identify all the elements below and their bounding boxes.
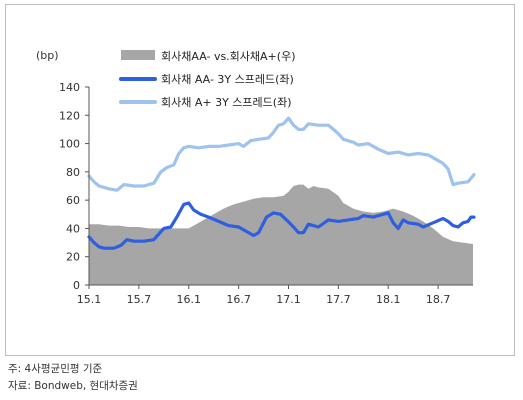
series-line-aa-minus (87, 201, 476, 250)
axes (88, 87, 473, 286)
y-tick-label: 60 (66, 194, 80, 207)
x-tick-label: 17.1 (276, 293, 301, 306)
y-tick-label: 80 (66, 166, 80, 179)
area-series (89, 184, 473, 285)
x-tick-label: 15.1 (77, 293, 102, 306)
x-tick-label: 16.1 (176, 293, 201, 306)
legend-swatch-area (121, 50, 155, 60)
y-tick-label: 100 (59, 138, 80, 151)
y-axis-unit: (bp) (36, 49, 59, 62)
y-tick-label: 20 (66, 251, 80, 264)
series-line-a-plus (87, 116, 476, 192)
x-tick-label: 17.7 (326, 293, 351, 306)
line-series (87, 116, 476, 250)
x-tick-label: 18.7 (426, 293, 451, 306)
y-tick-labels: 0 20 40 60 80 100 120 140 (59, 81, 89, 292)
y-tick-label: 40 (66, 222, 80, 235)
x-tick-label: 18.1 (376, 293, 401, 306)
legend-label-aa: 회사채 AA- 3Y 스프레드(좌) (161, 73, 294, 86)
source-note: 자료: Bondweb, 현대차증권 (8, 380, 138, 392)
y-tick-label: 0 (73, 279, 80, 292)
legend-label-area: 회사채AA- vs.회사채A+(우) (161, 50, 295, 63)
y-tick-label: 140 (59, 81, 80, 94)
spread-chart: (bp) 0 20 40 60 80 100 120 140 15.1 15.7 16.1 16.7… (36, 49, 476, 306)
x-tick-label: 15.7 (127, 293, 152, 306)
x-tick-label: 16.7 (226, 293, 251, 306)
legend: 회사채AA- vs.회사채A+(우) 회사채 AA- 3Y 스프레드(좌) 회사… (119, 50, 295, 109)
x-tick-labels: 15.1 15.7 16.1 16.7 17.1 17.7 18.1 18.7 (77, 285, 451, 306)
y-tick-label: 120 (59, 109, 80, 122)
chart-frame: (bp) 0 20 40 60 80 100 120 140 15.1 15.7 16.1 16.7… (5, 4, 515, 356)
basis-note: 주: 4사평균민평 기준 (8, 363, 103, 375)
legend-label-aplus: 회사채 A+ 3Y 스프레드(좌) (161, 96, 292, 109)
series-area-aa-vs-aplus (89, 184, 473, 285)
